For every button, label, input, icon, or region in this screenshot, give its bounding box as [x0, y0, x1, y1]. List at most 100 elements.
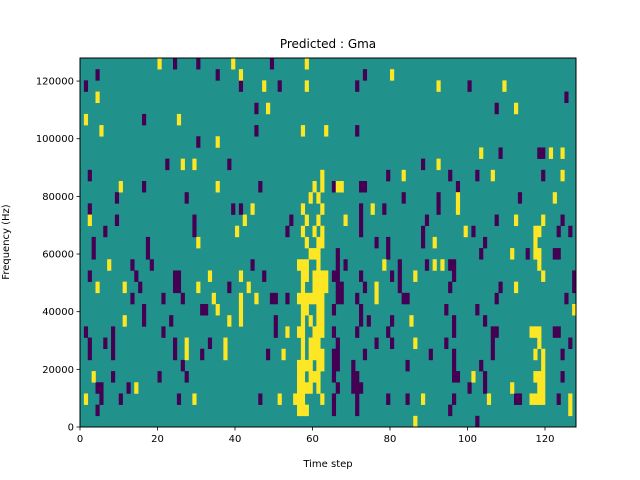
- heatmap-cell-low: [173, 348, 178, 361]
- heatmap-cell-low: [452, 371, 457, 383]
- heatmap-cell-high: [529, 393, 534, 405]
- heatmap-cell-low: [254, 102, 259, 115]
- y-axis-label: Frequency (Hz): [1, 204, 12, 280]
- heatmap-cell-high: [192, 158, 197, 171]
- heatmap-cell-low: [103, 225, 108, 238]
- heatmap-cell-low: [238, 80, 244, 92]
- heatmap-cell-low: [490, 326, 495, 338]
- heatmap-cell-low: [374, 337, 379, 350]
- heatmap-cell-low: [200, 348, 205, 361]
- heatmap-cell-high: [316, 292, 321, 305]
- heatmap-cell-high: [91, 371, 96, 383]
- heatmap-cell-high: [99, 125, 104, 137]
- heatmap-cell-high: [382, 259, 387, 271]
- heatmap-cell-high: [304, 259, 309, 271]
- heatmap-cell-high: [308, 348, 313, 361]
- heatmap-cell-high: [316, 359, 321, 372]
- x-tick-label: 120: [535, 434, 554, 445]
- heatmap-cell-low: [231, 203, 236, 215]
- heatmap-cell-high: [324, 125, 329, 137]
- heatmap-cell-low: [541, 169, 546, 182]
- heatmap-cell-high: [316, 326, 321, 338]
- heatmap-cell-high: [297, 393, 302, 405]
- heatmap-cell-high: [211, 292, 216, 305]
- heatmap-cell-low: [335, 382, 340, 394]
- heatmap-cell-high: [238, 292, 244, 305]
- heatmap-cell-low: [424, 259, 430, 271]
- heatmap-cell-high: [514, 281, 519, 294]
- heatmap-cell-high: [316, 371, 321, 383]
- heatmap-cell-low: [192, 225, 197, 238]
- heatmap-cell-high: [316, 270, 321, 282]
- heatmap-cell-low: [173, 270, 178, 282]
- heatmap-cell-low: [331, 326, 337, 338]
- heatmap-cell-high: [231, 58, 236, 70]
- heatmap-cell-high: [227, 315, 232, 327]
- heatmap-cell-high: [421, 393, 426, 405]
- heatmap-cell-high: [300, 259, 306, 271]
- heatmap-cell-low: [572, 270, 577, 282]
- heatmap-cell-low: [134, 270, 139, 282]
- heatmap-cell-low: [479, 359, 484, 372]
- heatmap-cell-high: [215, 304, 220, 316]
- heatmap-cell-low: [467, 382, 472, 394]
- heatmap-cell-low: [250, 259, 255, 271]
- heatmap-cell-low: [111, 337, 116, 350]
- heatmap-cell-high: [196, 236, 201, 249]
- heatmap-cell-high: [285, 326, 290, 338]
- heatmap-cell-high: [560, 169, 565, 182]
- heatmap-cell-low: [514, 393, 519, 405]
- heatmap-cell-high: [548, 147, 554, 159]
- heatmap-cell-high: [514, 102, 519, 115]
- heatmap-cell-high: [118, 181, 123, 193]
- heatmap-cell-high: [529, 326, 534, 338]
- heatmap-cell-high: [537, 337, 542, 350]
- heatmap-cell-high: [300, 393, 306, 405]
- heatmap-cell-low: [180, 359, 185, 372]
- heatmap-cell-low: [145, 236, 151, 249]
- heatmap-cell-high: [316, 382, 321, 394]
- heatmap-cell-low: [273, 315, 278, 327]
- heatmap-cell-high: [297, 404, 302, 417]
- heatmap-plot-area: [79, 57, 577, 428]
- heatmap-cell-low: [196, 58, 201, 70]
- heatmap-cell-low: [335, 292, 340, 305]
- heatmap-cell-high: [455, 192, 461, 204]
- heatmap-cell-low: [436, 203, 441, 215]
- heatmap-cell-low: [421, 158, 426, 171]
- heatmap-cell-low: [568, 337, 573, 350]
- heatmap-cell-low: [568, 225, 573, 238]
- heatmap-cell-high: [262, 80, 267, 92]
- heatmap-cell-high: [238, 304, 244, 316]
- heatmap-cell-high: [277, 393, 282, 405]
- heatmap-cell-high: [300, 382, 306, 394]
- heatmap-cell-low: [436, 192, 441, 204]
- heatmap-cell-high: [308, 248, 313, 260]
- heatmap-cell-low: [339, 281, 344, 294]
- heatmap-cell-low: [83, 326, 89, 338]
- heatmap-cell-high: [215, 136, 220, 148]
- heatmap-cell-high: [436, 158, 441, 171]
- heatmap-cell-high: [300, 270, 306, 282]
- heatmap-cell-low: [421, 236, 426, 249]
- heatmap-cell-high: [316, 348, 321, 361]
- heatmap-cell-high: [316, 337, 321, 350]
- heatmap-cell-low: [359, 181, 364, 193]
- heatmap-cell-low: [452, 315, 457, 327]
- heatmap-cell-low: [455, 371, 461, 383]
- heatmap-cell-high: [568, 404, 573, 417]
- heatmap-cell-high: [490, 169, 495, 182]
- heatmap-cell-low: [359, 382, 364, 394]
- heatmap-cell-high: [297, 382, 302, 394]
- heatmap-cell-high: [184, 337, 189, 350]
- heatmap-cell-high: [568, 393, 573, 405]
- heatmap-cell-low: [455, 181, 461, 193]
- heatmap-cell-high: [300, 326, 306, 338]
- heatmap-cell-high: [320, 270, 325, 282]
- heatmap-cell-low: [541, 147, 546, 159]
- heatmap-cell-high: [300, 281, 306, 294]
- heatmap-cell-low: [262, 270, 267, 282]
- heatmap-cell-high: [297, 359, 302, 372]
- heatmap-cell-high: [87, 214, 92, 227]
- heatmap-cell-high: [413, 270, 418, 282]
